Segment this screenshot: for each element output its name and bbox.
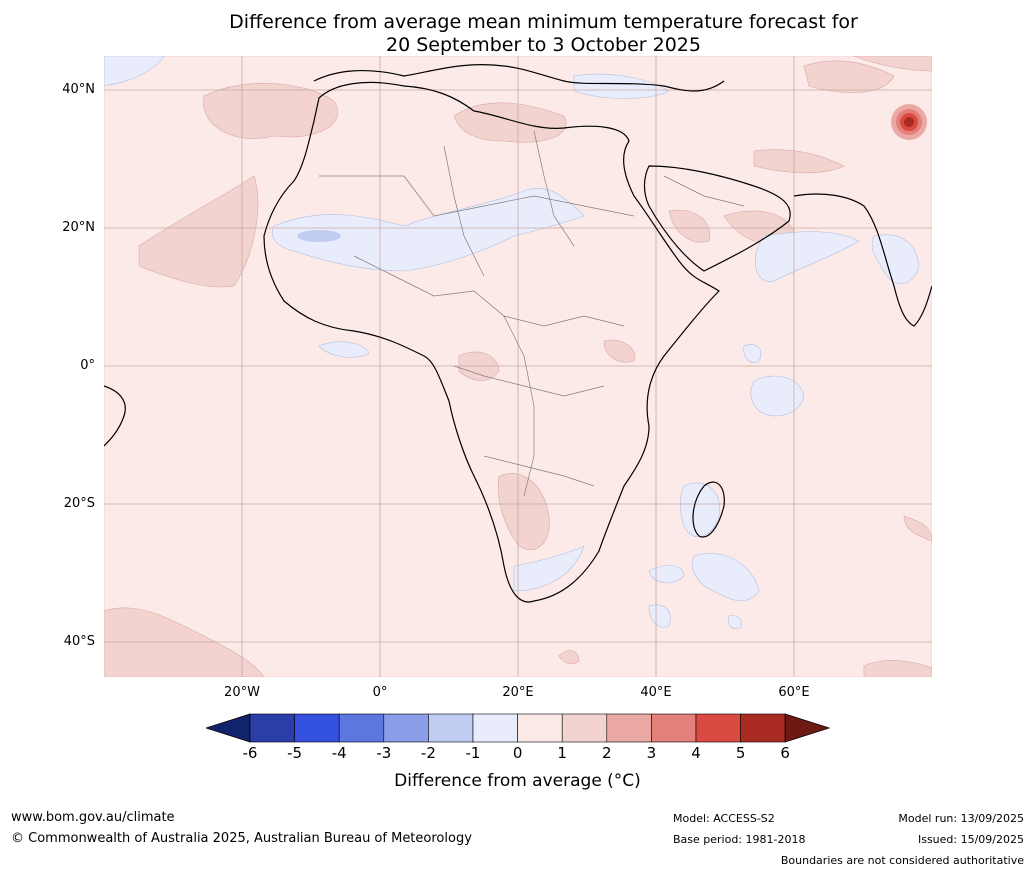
colorbar-bin [294,713,340,743]
colorbar-bin [561,713,608,743]
colorbar-tick-label: -4 [331,744,347,762]
colorbar-bin [383,713,429,743]
colorbar-extend-low [206,713,251,743]
colorbar-tick-label: -2 [420,744,436,762]
cool-anomaly-areas [104,56,920,629]
colorbar-tick-label: -5 [287,744,303,762]
colorbar-tick-label: 5 [735,744,746,762]
lon-label-60e: 60°E [778,685,810,700]
asia-coastline [793,193,932,327]
colorbar-bin [740,713,786,743]
forecast-map [104,56,932,677]
colorbar-tick-label: -1 [465,744,481,762]
hot-spot [891,104,927,140]
footer-base-period: Base period: 1981-2018 [673,833,806,846]
coastlines [104,64,932,603]
colorbar-bin [338,713,385,743]
lon-label-40e: 40°E [640,685,672,700]
colorbar-bin [428,713,474,743]
colorbar-tick-label: 0 [512,744,523,762]
footer-model-run: Model run: 13/09/2025 [898,812,1024,825]
map-title-line2: 20 September to 3 October 2025 [386,34,701,56]
colorbar-bin [606,713,652,743]
colorbar-bin [695,713,741,743]
colorbar-bin [651,713,697,743]
africa-coastline [263,81,720,603]
colorbar-bin [249,713,295,743]
lat-label-20n: 20°N [62,220,95,235]
europe-coastline [313,64,725,92]
graticule [104,56,932,677]
colorbar-bin [517,713,563,743]
colorbar-tick-label: 3 [646,744,657,762]
colorbar-extend-high [784,713,830,743]
footer-copyright: © Commonwealth of Australia 2025, Austra… [11,831,472,846]
madagascar-coastline [692,481,725,538]
colorbar-tick-label: -3 [376,744,392,762]
colorbar-tick-label: -6 [242,744,258,762]
footer-boundaries: Boundaries are not considered authoritat… [780,854,1024,867]
south-america-coastline [104,385,126,447]
lon-label-20e: 20°E [502,685,534,700]
lon-label-20w: 20°W [224,685,260,700]
colorbar-tick-label: 2 [602,744,612,762]
lat-label-20s: 20°S [63,496,95,511]
colorbar-tick-label: 6 [780,744,790,762]
lat-label-40n: 40°N [62,82,95,97]
lat-label-40s: 40°S [63,634,95,649]
colorbar [206,713,830,743]
lat-label-equator: 0° [80,358,95,373]
map-title-line1: Difference from average mean minimum tem… [229,11,858,33]
lon-label-0: 0° [372,685,388,700]
footer-issued: Issued: 15/09/2025 [917,833,1024,846]
arabia-coastline [643,165,791,272]
colorbar-tick-label: 1 [557,744,567,762]
footer-model: Model: ACCESS-S2 [673,812,775,825]
country-borders [319,130,745,497]
footer-url[interactable]: www.bom.gov.au/climate [11,810,175,825]
colorbar-label: Difference from average (°C) [394,771,641,791]
colorbar-tick-label: 4 [691,744,701,762]
deep-cool-spot [297,230,341,242]
colorbar-bin [472,713,518,743]
